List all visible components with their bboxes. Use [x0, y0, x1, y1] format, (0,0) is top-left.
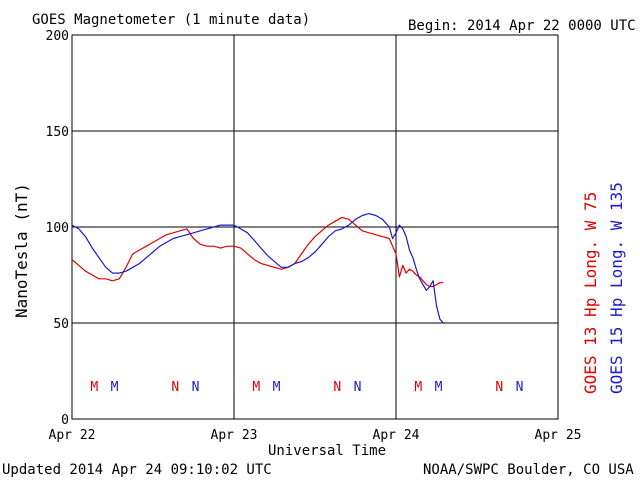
x-tick-label: Apr 24: [373, 428, 420, 443]
series-line-goes13: [71, 216, 444, 288]
y-tick-label: 50: [53, 317, 69, 332]
y-tick-label: 100: [46, 221, 69, 236]
y-tick-label: 200: [46, 29, 69, 44]
noon-marker: N: [495, 380, 503, 395]
y-tick-labels: 0 50 100 150 200: [46, 29, 69, 428]
chart-title: GOES Magnetometer (1 minute data): [32, 12, 310, 28]
begin-label: Begin: 2014 Apr 22 0000 UTC: [408, 18, 636, 34]
x-tick-label: Apr 25: [535, 428, 582, 443]
y-tick-label: 150: [46, 125, 69, 140]
midnight-marker: M: [273, 380, 281, 395]
legend: GOES 13 Hp Long. W 75 GOES 15 Hp Long. W …: [581, 182, 626, 394]
midnight-marker: M: [90, 380, 98, 395]
source-label: NOAA/SWPC Boulder, CO USA: [423, 462, 634, 478]
updated-label: Updated 2014 Apr 24 09:10:02 UTC: [2, 462, 272, 478]
midnight-marker: M: [252, 380, 260, 395]
grid-lines: [72, 35, 558, 419]
legend-goes15: GOES 15 Hp Long. W 135: [607, 182, 626, 394]
x-tick-label: Apr 22: [49, 428, 96, 443]
series-lines: [71, 213, 444, 324]
x-tick-label: Apr 23: [211, 428, 258, 443]
x-tick-labels: Apr 22 Apr 23 Apr 24 Apr 25: [49, 428, 582, 443]
midnight-marker: M: [414, 380, 422, 395]
series-line-goes15: [71, 213, 444, 324]
noon-marker: N: [516, 380, 524, 395]
noon-marker: N: [192, 380, 200, 395]
noon-marker: N: [354, 380, 362, 395]
legend-goes13: GOES 13 Hp Long. W 75: [581, 192, 600, 394]
midnight-marker: M: [111, 380, 119, 395]
noon-marker: N: [333, 380, 341, 395]
x-axis-label: Universal Time: [268, 443, 386, 459]
midnight-marker: M: [435, 380, 443, 395]
y-axis-label: NanoTesla (nT): [12, 183, 31, 318]
y-tick-label: 0: [61, 413, 69, 428]
noon-marker: N: [171, 380, 179, 395]
